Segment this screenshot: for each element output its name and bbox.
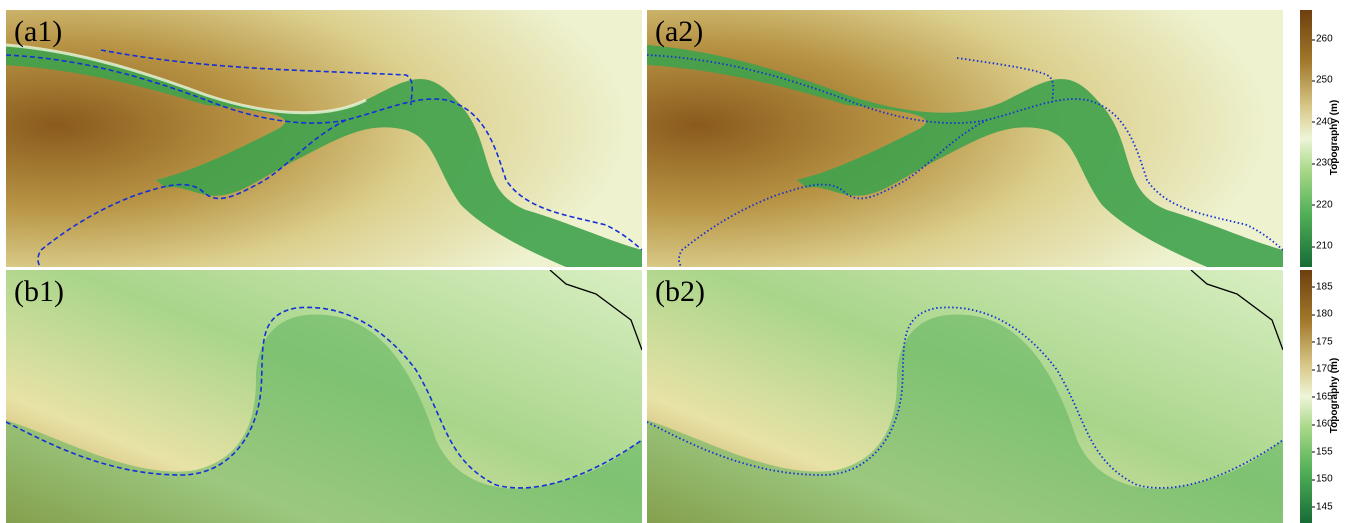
map-panel-a1: (a1) xyxy=(6,10,642,267)
colorbar-top-title: Topography (m) xyxy=(1329,99,1341,176)
topography-map-b2 xyxy=(647,270,1283,523)
topography-map-a1 xyxy=(6,10,642,267)
colorbar-tick-label: 250 xyxy=(1312,74,1333,86)
channel-branch xyxy=(37,119,347,267)
colorbar-tick-label: 150 xyxy=(1312,473,1333,485)
channel-branch xyxy=(678,119,988,267)
panel-label-b2: (b2) xyxy=(655,275,705,308)
colorbar-tick-label: 155 xyxy=(1312,446,1333,457)
colorbar-bottom-title: Topography (m) xyxy=(1329,357,1341,434)
boundary-line xyxy=(1190,270,1283,351)
colorbar-tick-label: 175 xyxy=(1312,336,1333,347)
colorbar-bottom-gradient xyxy=(1300,270,1312,523)
map-panel-b1: (b1) xyxy=(6,270,642,523)
valley-floor xyxy=(647,314,1283,523)
colorbar-tick-label: 185 xyxy=(1312,281,1333,292)
colorbar-tick-label: 220 xyxy=(1312,199,1333,211)
colorbar-tick-label: 170 xyxy=(1312,363,1333,375)
colorbar-top-gradient xyxy=(1300,10,1312,267)
topography-map-a2 xyxy=(647,10,1283,267)
colorbar-top: 260 250 240 230 220 210 Topography (m) xyxy=(1300,10,1346,267)
colorbar-bottom: 185 180 175 170 165 160 155 150 145 Topography (… xyxy=(1300,270,1346,523)
map-panel-a2: (a2) xyxy=(647,10,1283,267)
panel-label-a2: (a2) xyxy=(655,15,704,48)
channel-upper xyxy=(100,49,414,106)
colorbar-tick-label: 230 xyxy=(1312,157,1333,169)
colorbar-tick-label: 180 xyxy=(1312,308,1333,320)
colorbar-tick-label: 145 xyxy=(1312,501,1333,512)
panel-label-a1: (a1) xyxy=(14,15,63,48)
boundary-line xyxy=(549,270,642,351)
river-channel xyxy=(647,45,1283,267)
valley-floor xyxy=(6,314,642,523)
colorbar-tick-label: 240 xyxy=(1312,116,1333,128)
channel-centerline xyxy=(647,54,1283,251)
channel-centerline xyxy=(6,54,642,251)
river-edge-glow xyxy=(6,43,367,115)
colorbar-tick-label: 160 xyxy=(1312,418,1333,430)
map-panel-b2: (b2) xyxy=(647,270,1283,523)
topography-map-b1 xyxy=(6,270,642,523)
channel-upper xyxy=(956,57,1055,106)
channel-centerline xyxy=(647,306,1283,489)
colorbar-tick-label: 260 xyxy=(1312,33,1333,45)
colorbar-tick-label: 210 xyxy=(1312,240,1333,252)
channel-centerline xyxy=(6,306,642,489)
panel-label-b1: (b1) xyxy=(14,275,64,308)
river-channel xyxy=(6,45,642,267)
colorbar-tick-label: 165 xyxy=(1312,391,1333,402)
